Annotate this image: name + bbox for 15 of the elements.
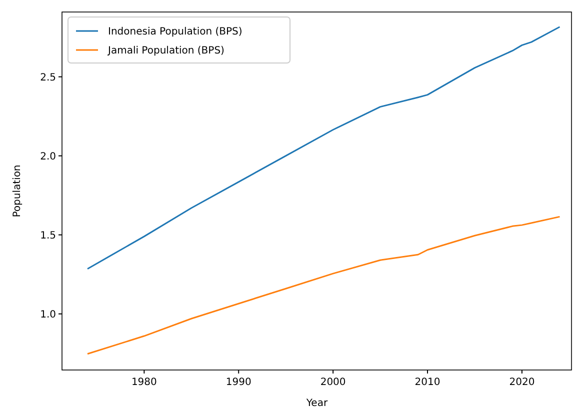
y-tick-label: 2.0	[40, 151, 56, 162]
y-tick-label: 2.5	[40, 72, 56, 84]
legend-label: Jamali Population (BPS)	[107, 46, 225, 56]
x-tick-label: 1980	[131, 377, 157, 388]
line-series	[86, 26, 560, 270]
line-series	[86, 216, 560, 355]
x-axis-title: Year	[305, 398, 328, 409]
legend-label: Indonesia Population (BPS)	[108, 26, 242, 38]
y-tick-label: 1.5	[40, 230, 56, 242]
x-tick-label: 2000	[320, 377, 346, 388]
y-tick-label: 1.0	[40, 309, 56, 320]
x-tick-label: 2020	[509, 377, 535, 388]
x-tick-label: 1990	[226, 377, 252, 388]
x-tick-label: 2010	[414, 377, 440, 388]
y-axis-title: Population	[12, 164, 23, 218]
